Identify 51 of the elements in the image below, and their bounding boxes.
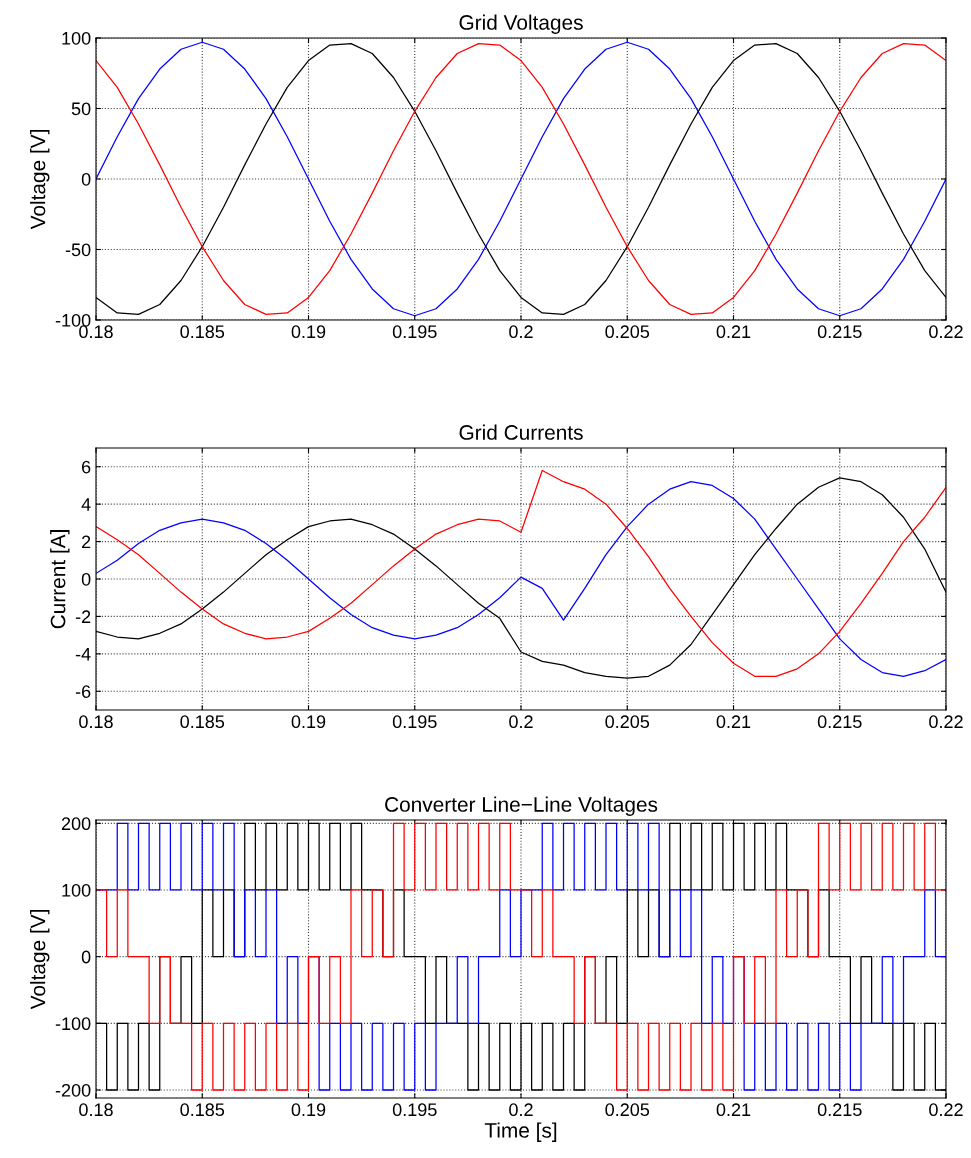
y-tick-label: 2 [82,535,91,549]
y-tick-label: -100 [55,1017,91,1031]
y-tick-label: 0 [81,950,91,964]
x-tick-label: 0.205 [605,325,650,339]
x-tick-label: 0.18 [79,325,113,339]
x-tick-label: 0.185 [180,1103,225,1117]
x-tick-label: 0.215 [817,715,862,729]
y-axis-title: Current [A] [50,530,70,629]
y-tick-label: -100 [55,313,91,327]
x-tick-label: 0.195 [392,715,437,729]
x-tick-label: 0.18 [79,715,113,729]
x-tick-label: 0.215 [817,325,862,339]
x-tick-label: 0.18 [79,1103,113,1117]
y-tick-label: -2 [75,610,91,623]
y-tick-label: -4 [75,647,91,661]
chart-title: Grid Currents [459,424,583,440]
y-axis-title: Voltage [V] [30,130,50,230]
x-tick-label: 0.22 [929,1103,963,1117]
y-tick-label: 100 [62,883,91,897]
x-tick-label: 0.185 [180,715,225,729]
y-tick-label: 4 [81,498,91,511]
x-axis-title: Time [s] [484,1122,557,1142]
x-tick-label: 0.205 [605,715,650,729]
x-tick-label: 0.19 [291,715,326,729]
y-tick-label: -6 [75,685,91,699]
y-tick-label: 100 [62,31,91,45]
x-tick-label: 0.205 [605,1103,650,1117]
x-tick-label: 0.22 [929,325,963,339]
x-tick-label: 0.2 [509,715,533,729]
x-tick-label: 0.21 [716,715,751,729]
x-tick-label: 0.22 [929,715,963,729]
x-tick-label: 0.215 [817,1103,862,1117]
x-tick-label: 0.195 [392,1103,437,1117]
x-tick-label: 0.21 [716,325,751,339]
y-tick-label: -200 [55,1083,91,1097]
y-axis-title: Voltage [V] [30,910,50,1010]
y-tick-label: 50 [71,102,91,116]
x-tick-label: 0.195 [392,325,437,339]
x-tick-label: 0.2 [509,325,533,339]
x-tick-label: 0.19 [291,325,326,339]
chart-title: Grid Voltages [459,14,583,34]
x-tick-label: 0.185 [180,325,225,339]
x-tick-label: 0.2 [509,1103,533,1117]
y-tick-label: 0 [81,572,91,586]
y-tick-label: 0 [81,172,91,186]
x-tick-label: 0.19 [291,1103,326,1117]
chart-title: Converter Line−Line Voltages [385,796,658,816]
y-tick-label: -50 [65,243,91,257]
x-tick-label: 0.21 [716,1103,751,1117]
y-tick-label: 200 [61,817,91,831]
y-tick-label: 6 [82,460,91,474]
